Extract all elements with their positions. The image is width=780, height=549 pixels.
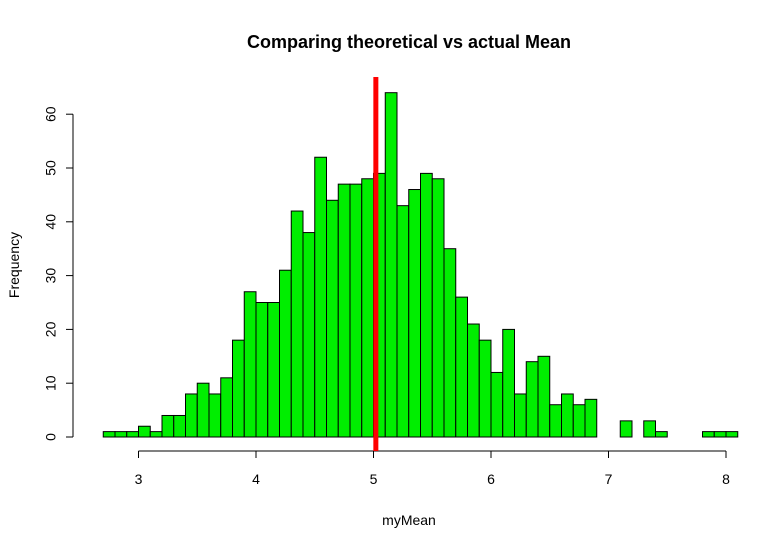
histogram-bar — [514, 393, 527, 438]
histogram-bar — [326, 199, 339, 438]
histogram-bar — [478, 339, 492, 438]
x-tick-label: 6 — [487, 471, 495, 487]
y-tick-label: 60 — [43, 106, 59, 122]
y-axis: 0 10 20 30 40 50 60 — [43, 106, 74, 441]
histogram-bar — [455, 296, 468, 438]
histogram-bar — [549, 404, 562, 438]
histogram-bar — [126, 431, 139, 438]
histogram-bar — [502, 328, 515, 438]
y-tick-label: 0 — [43, 433, 59, 441]
x-tick-label: 5 — [370, 471, 378, 487]
y-tick-label: 50 — [43, 160, 59, 176]
y-tick-label: 10 — [43, 375, 59, 391]
histogram-bar — [396, 205, 410, 438]
histogram-bar — [138, 425, 151, 438]
histogram-bar — [361, 178, 374, 438]
histogram-bar — [725, 431, 739, 438]
histogram-bar — [525, 361, 539, 438]
histogram-bar — [255, 302, 269, 438]
histogram-bar — [490, 371, 504, 438]
y-tick-label: 30 — [43, 268, 59, 284]
histogram-bar — [584, 398, 598, 438]
histogram-bar — [337, 183, 351, 438]
histogram-bar — [702, 431, 715, 438]
histogram-bar — [102, 431, 116, 438]
histogram-bar — [431, 178, 445, 438]
histogram-bar — [232, 339, 245, 438]
histogram-bar — [243, 291, 257, 438]
bars-group — [102, 92, 739, 438]
histogram-bar — [302, 232, 316, 438]
histogram-bar — [408, 189, 421, 438]
histogram-bar — [161, 414, 175, 438]
y-tick-label: 40 — [43, 214, 59, 230]
histogram-bar — [349, 183, 363, 438]
histogram-bar — [467, 323, 480, 438]
y-axis-label: Frequency — [6, 232, 22, 298]
histogram-bar — [196, 382, 210, 438]
histogram-bar — [114, 431, 128, 438]
chart-title: Comparing theoretical vs actual Mean — [247, 32, 571, 52]
x-axis: 3 4 5 6 7 8 — [135, 450, 730, 487]
histogram-bar — [619, 420, 633, 438]
histogram-bar — [537, 355, 551, 438]
histogram-bar — [290, 210, 304, 438]
histogram-bar — [267, 302, 280, 438]
histogram-bar — [220, 377, 233, 438]
x-tick-label: 3 — [135, 471, 143, 487]
histogram-bar — [208, 393, 222, 438]
x-tick-label: 7 — [605, 471, 613, 487]
histogram-bar — [185, 393, 198, 438]
histogram-bar — [655, 431, 668, 438]
histogram-bar — [713, 431, 727, 438]
histogram-bar — [420, 172, 433, 438]
histogram-bar — [561, 393, 574, 438]
x-axis-label: myMean — [382, 512, 436, 528]
histogram-bar — [572, 404, 586, 438]
x-tick-label: 8 — [722, 471, 730, 487]
histogram-bar — [314, 156, 327, 438]
histogram-bar — [443, 248, 457, 438]
x-tick-label: 4 — [252, 471, 260, 487]
histogram-bar — [643, 420, 656, 438]
y-tick-label: 20 — [43, 321, 59, 337]
histogram-bar — [384, 92, 398, 438]
histogram-bar — [149, 431, 163, 438]
histogram-bar — [173, 414, 186, 438]
histogram-bar — [279, 269, 292, 438]
